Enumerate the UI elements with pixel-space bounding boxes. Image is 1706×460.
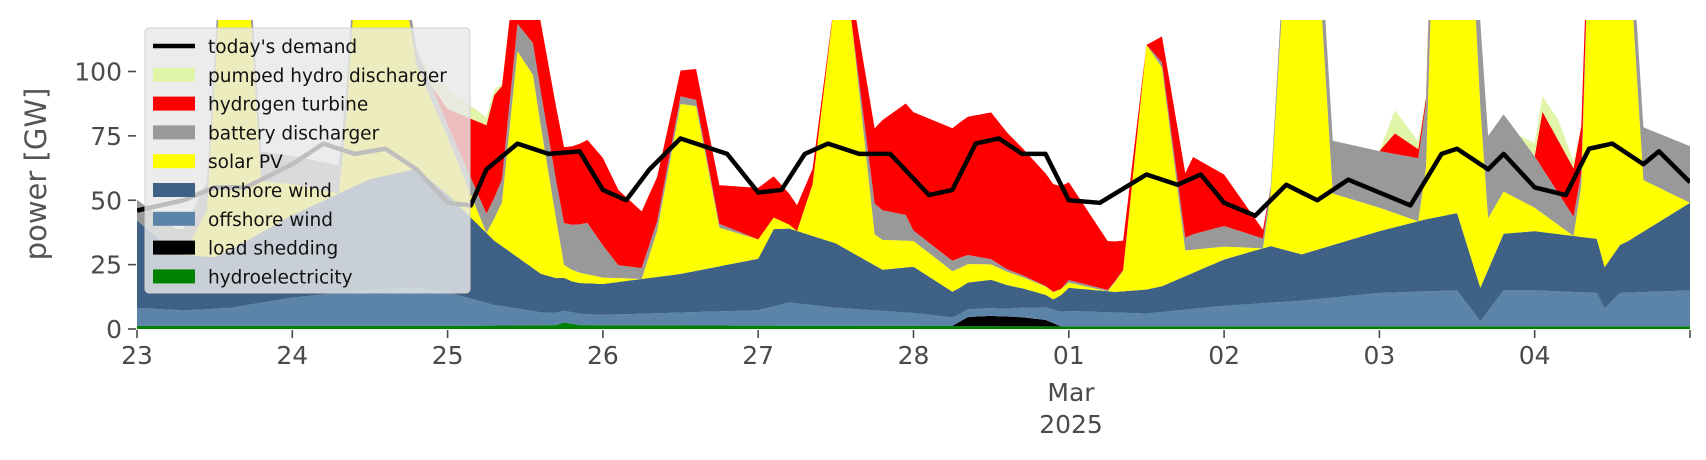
stacked-areas [137, 20, 1690, 329]
x-tick-label: 04 [1519, 341, 1551, 370]
legend-label: offshore wind [208, 210, 333, 231]
y-tick-label: 75 [90, 122, 122, 151]
legend-label: load shedding [208, 239, 338, 260]
legend-label: pumped hydro discharger [208, 66, 447, 87]
legend-swatch [153, 67, 195, 82]
legend-label: solar PV [208, 152, 283, 173]
legend-label: today's demand [208, 37, 357, 58]
x-tick-label: 25 [432, 341, 464, 370]
y-tick-label: 50 [90, 186, 122, 215]
axes: 0 25 50 75 100 23 24 25 26 27 28 01 02 03 04 [74, 58, 1691, 370]
legend-label: hydroelectricity [208, 267, 353, 288]
legend-swatch [153, 240, 195, 255]
x-tick-label: 01 [1053, 341, 1085, 370]
x-tick-label: 23 [121, 341, 153, 370]
area-hydroelectricity [137, 322, 1690, 329]
legend: today's demand pumped hydro discharger hyd… [144, 27, 471, 294]
area-offshore-wind [137, 287, 1690, 327]
legend-swatch [153, 96, 195, 111]
area-solar-pv [137, 20, 1690, 300]
y-tick-label: 100 [74, 58, 122, 87]
legend-label: hydrogen turbine [208, 95, 368, 116]
legend-swatch [153, 183, 195, 197]
x-axis-month-label: Mar [1047, 378, 1095, 407]
x-tick-label: 28 [898, 341, 930, 370]
x-tick-label: 26 [587, 341, 619, 370]
area-hydrogen-turbine [137, 20, 1690, 292]
legend-swatch [153, 269, 195, 284]
x-tick-label: 02 [1208, 341, 1240, 370]
x-axis-year-label: 2025 [1039, 410, 1103, 439]
legend-swatch [153, 125, 195, 140]
x-tick-label: 03 [1363, 341, 1395, 370]
y-tick-label: 0 [106, 315, 122, 344]
y-axis-label: power [GW] [19, 88, 53, 261]
area-onshore-wind [137, 168, 1690, 322]
y-tick-label: 25 [90, 251, 122, 280]
legend-label: battery discharger [208, 123, 380, 144]
x-tick-label: 24 [276, 341, 308, 370]
area-battery-discharger [137, 20, 1690, 293]
x-tick-label: 27 [742, 341, 774, 370]
legend-box [144, 27, 471, 294]
legend-label: onshore wind [208, 181, 332, 202]
legend-swatch [153, 211, 195, 226]
legend-swatch [153, 154, 195, 169]
